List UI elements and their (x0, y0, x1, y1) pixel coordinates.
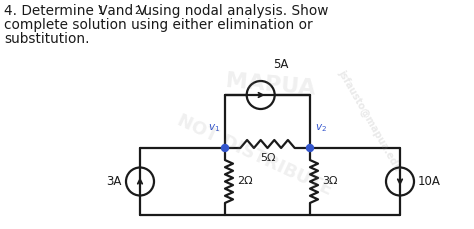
Text: $v_2$: $v_2$ (315, 122, 327, 134)
Text: and V: and V (103, 4, 147, 18)
Text: 2: 2 (134, 6, 140, 16)
Text: 5Ω: 5Ω (260, 153, 275, 163)
Circle shape (221, 144, 228, 152)
Text: jsfausto@mapua.edu: jsfausto@mapua.edu (337, 68, 403, 172)
Text: substitution.: substitution. (4, 32, 90, 46)
Text: $v_1$: $v_1$ (208, 122, 220, 134)
Text: MAPUA: MAPUA (224, 71, 316, 99)
Text: NOT DISTRIBUTE: NOT DISTRIBUTE (174, 111, 336, 199)
Text: 1: 1 (98, 6, 104, 16)
Text: using nodal analysis. Show: using nodal analysis. Show (139, 4, 328, 18)
Text: 2Ω: 2Ω (237, 177, 253, 186)
Text: 4. Determine V: 4. Determine V (4, 4, 108, 18)
Text: 3A: 3A (107, 175, 122, 188)
Text: complete solution using either elimination or: complete solution using either eliminati… (4, 18, 313, 32)
Text: 3Ω: 3Ω (322, 177, 337, 186)
Circle shape (307, 144, 313, 152)
Text: 5A: 5A (273, 58, 288, 71)
Text: 10A: 10A (418, 175, 441, 188)
